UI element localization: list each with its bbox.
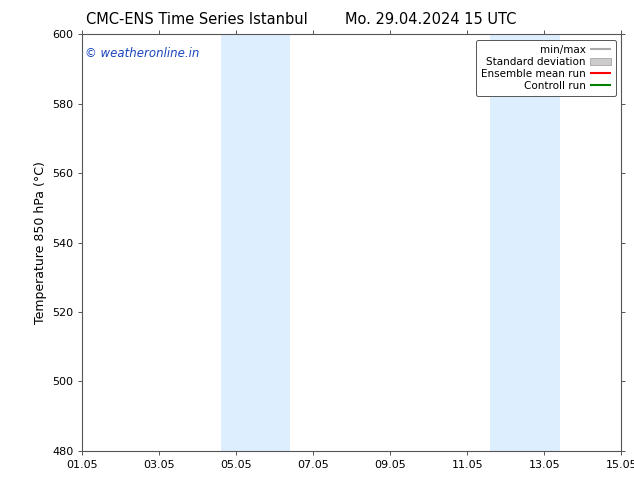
Text: CMC-ENS Time Series Istanbul: CMC-ENS Time Series Istanbul [86,12,307,27]
Legend: min/max, Standard deviation, Ensemble mean run, Controll run: min/max, Standard deviation, Ensemble me… [476,40,616,96]
Bar [221,34,290,451]
Text: Mo. 29.04.2024 15 UTC: Mo. 29.04.2024 15 UTC [346,12,517,27]
Text: © weatheronline.in: © weatheronline.in [85,47,200,60]
Y-axis label: Temperature 850 hPa (°C): Temperature 850 hPa (°C) [34,161,46,324]
Bar [491,34,560,451]
